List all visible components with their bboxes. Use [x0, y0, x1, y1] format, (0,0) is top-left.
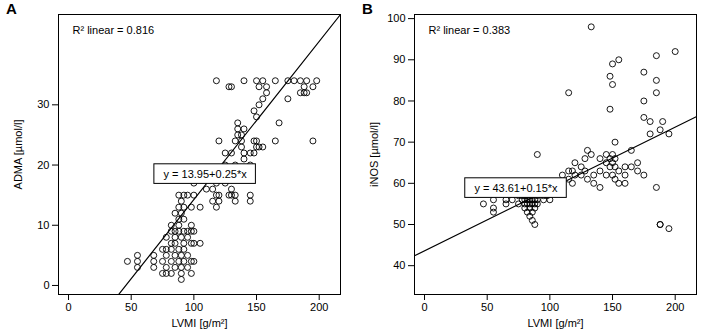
- svg-text:70: 70: [393, 136, 405, 148]
- svg-text:150: 150: [603, 301, 621, 313]
- svg-text:50: 50: [481, 301, 493, 313]
- svg-text:50: 50: [125, 301, 137, 313]
- svg-text:100: 100: [185, 301, 203, 313]
- svg-text:100: 100: [387, 12, 405, 24]
- svg-text:150: 150: [247, 301, 265, 313]
- svg-text:LVMI [g/m²]: LVMI [g/m²]: [527, 317, 583, 329]
- svg-text:80: 80: [393, 94, 405, 106]
- svg-text:200: 200: [310, 301, 328, 313]
- svg-text:60: 60: [393, 177, 405, 189]
- svg-text:R² linear = 0.816: R² linear = 0.816: [73, 24, 155, 36]
- svg-text:90: 90: [393, 53, 405, 65]
- svg-text:iNOS [µmol/l]: iNOS [µmol/l]: [368, 122, 380, 187]
- svg-text:ADMA [µmol/l]: ADMA [µmol/l]: [12, 120, 24, 190]
- svg-text:20: 20: [37, 159, 49, 171]
- html-text:B: B: [362, 0, 373, 17]
- svg-text:R² linear = 0.383: R² linear = 0.383: [429, 24, 511, 36]
- svg-text:100: 100: [541, 301, 559, 313]
- svg-text:y = 13.95+0.25*x: y = 13.95+0.25*x: [164, 168, 248, 180]
- svg-text:200: 200: [666, 301, 684, 313]
- html-text:A: A: [6, 0, 17, 17]
- svg-text:30: 30: [37, 98, 49, 110]
- svg-text:0: 0: [43, 279, 49, 291]
- svg-text:40: 40: [393, 259, 405, 271]
- svg-text:LVMI [g/m²]: LVMI [g/m²]: [171, 317, 227, 329]
- svg-text:y = 43.61+0.15*x: y = 43.61+0.15*x: [474, 182, 558, 194]
- svg-text:10: 10: [37, 219, 49, 231]
- svg-text:50: 50: [393, 218, 405, 230]
- svg-text:0: 0: [65, 301, 71, 313]
- svg-text:0: 0: [421, 301, 427, 313]
